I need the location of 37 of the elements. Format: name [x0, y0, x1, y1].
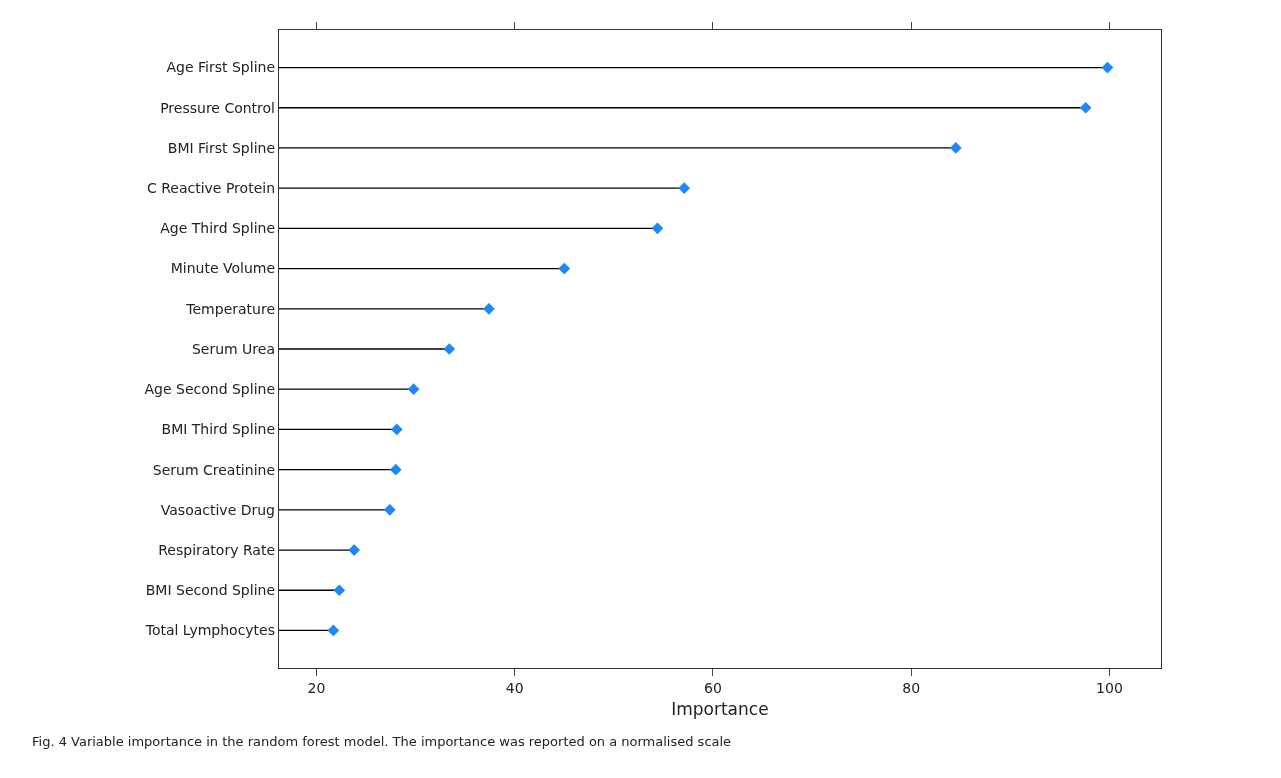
y-tick-label: BMI Second Spline — [145, 582, 276, 599]
y-tick-label: BMI First Spline — [167, 139, 276, 156]
point — [390, 423, 403, 436]
y-tick-label: BMI Third Spline — [161, 421, 276, 438]
caption: Fig. 4 Variable importance in the random forest model. The importance was reported on a normalised scale — [32, 734, 732, 749]
point — [389, 463, 402, 476]
point — [348, 544, 360, 556]
x-tick-label: 40 — [505, 679, 524, 696]
y-tick-label: Age First Spline — [166, 59, 276, 76]
x-tick-label: 60 — [704, 679, 722, 696]
point — [383, 503, 396, 516]
y-tick-label: Vasoactive Drug — [160, 501, 276, 518]
point — [651, 222, 664, 235]
x-tick-label: 80 — [902, 679, 921, 696]
point — [483, 302, 495, 315]
point — [1079, 101, 1092, 114]
point — [407, 383, 420, 396]
y-tick-label: Age Second Spline — [144, 381, 276, 398]
x-tick-label: 20 — [307, 679, 326, 696]
y-tick-label: C Reactive Protein — [146, 180, 276, 197]
y-tick-label: Temperature — [185, 300, 276, 317]
y-tick-label: Respiratory Rate — [158, 541, 276, 558]
y-tick-label: Pressure Control — [160, 99, 276, 116]
point — [678, 182, 691, 195]
point — [1101, 61, 1114, 74]
y-tick-label: Serum Urea — [191, 340, 276, 357]
point — [333, 584, 346, 597]
point — [949, 142, 962, 154]
point — [327, 624, 340, 637]
x-tick-label: 100 — [1096, 679, 1123, 696]
y-tick-label: Total Lymphocytes — [144, 622, 276, 639]
y-tick-label: Serum Creatinine — [152, 461, 276, 478]
y-tick-label: Minute Volume — [170, 260, 276, 277]
point — [558, 262, 571, 275]
y-tick-label: Age Third Spline — [160, 220, 276, 237]
point — [443, 343, 456, 355]
x-axis-title: Importance — [671, 699, 769, 720]
